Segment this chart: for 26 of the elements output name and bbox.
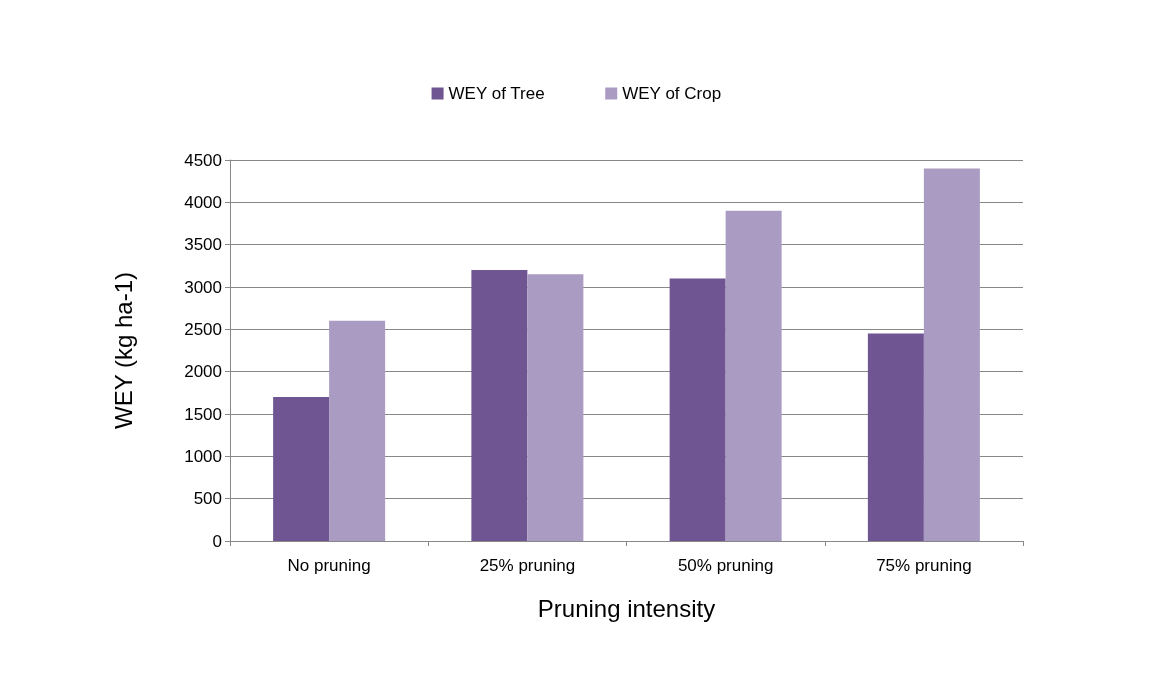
legend-label: WEY of Crop [622, 84, 722, 103]
y-tick-label: 2500 [184, 319, 222, 339]
y-tick-label: 3500 [184, 235, 222, 255]
legend-label: WEY of Tree [448, 84, 545, 103]
y-tick-label: 3000 [184, 277, 222, 297]
y-tick-label: 1000 [184, 446, 222, 466]
y-tick-label: 500 [193, 489, 222, 509]
x-tick-label: 75% pruning [876, 556, 972, 575]
x-tick-label: 50% pruning [677, 556, 774, 575]
bar [329, 320, 386, 541]
bar [471, 270, 528, 541]
y-tick-label: 0 [212, 531, 222, 551]
y-axis-title: WEY (kg ha-1) [109, 272, 137, 429]
y-tick-label: 1500 [184, 404, 222, 424]
bar [273, 397, 330, 541]
y-tick-label: 4000 [184, 192, 222, 212]
x-tick-label: 25% pruning [479, 556, 576, 575]
x-tick-label: No pruning [287, 556, 371, 575]
bar [923, 168, 980, 541]
bar [867, 333, 924, 541]
x-axis-title: Pruning intensity [537, 594, 716, 622]
bar [725, 210, 782, 541]
y-tick-label: 4500 [184, 150, 222, 170]
bar [669, 278, 726, 541]
y-tick-label: 2000 [184, 362, 222, 382]
bar [527, 274, 584, 541]
